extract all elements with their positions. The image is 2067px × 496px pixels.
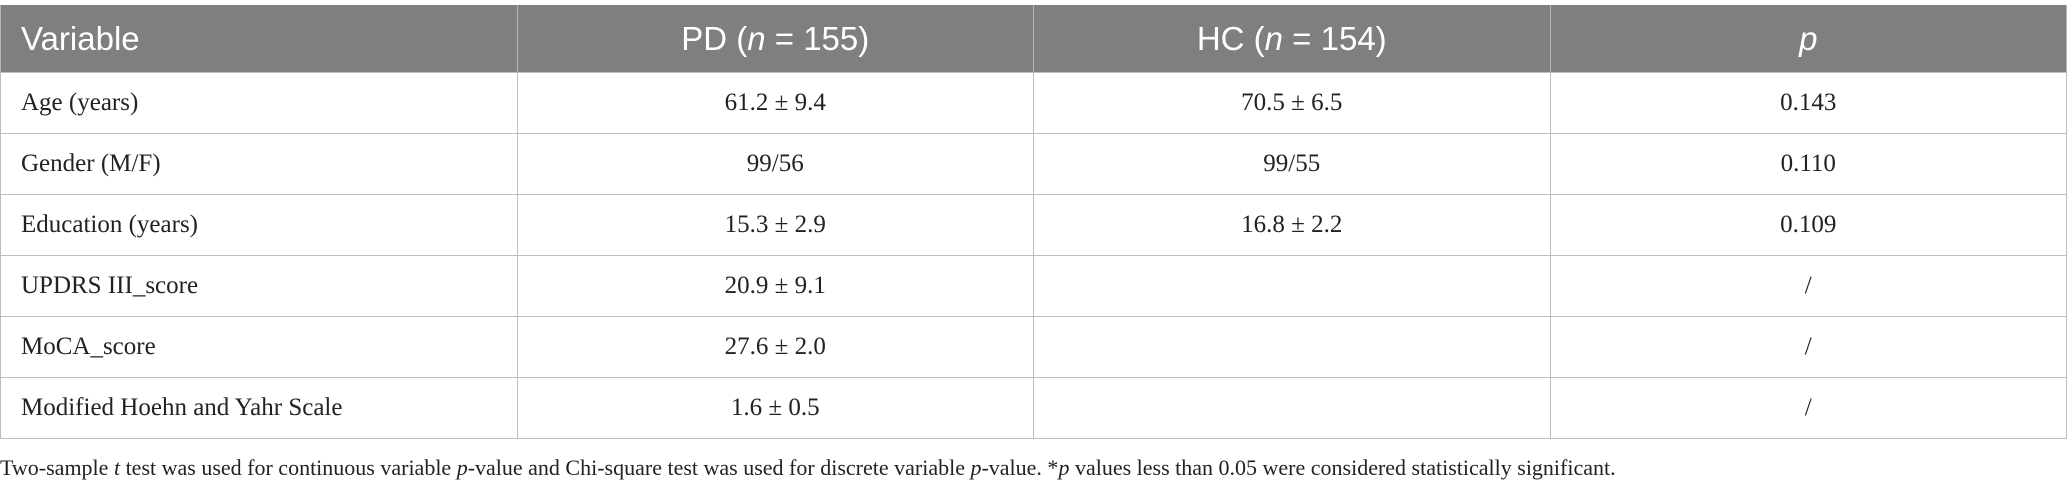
table-cell: Age (years) bbox=[0, 72, 518, 134]
table-cell: 27.6 ± 2.0 bbox=[516, 316, 1034, 378]
table-cell: 0.143 bbox=[1549, 72, 2067, 134]
table-cell: 70.5 ± 6.5 bbox=[1033, 72, 1551, 134]
text-run: p bbox=[970, 455, 982, 480]
table-header: Variable PD (n = 155) HC (n = 154) p bbox=[0, 5, 2067, 73]
table-cell: / bbox=[1549, 255, 2067, 317]
text-run: n bbox=[747, 19, 766, 57]
table-cell: UPDRS III_score bbox=[0, 255, 518, 317]
text-run: test was used for continuous variable bbox=[120, 455, 457, 480]
table-cell: 15.3 ± 2.9 bbox=[516, 194, 1034, 256]
table-row: MoCA_score 27.6 ± 2.0 / bbox=[0, 316, 2067, 378]
table-cell: MoCA_score bbox=[0, 316, 518, 378]
text-run: values less than 0.05 were considered st… bbox=[1069, 455, 1616, 480]
text-run: PD ( bbox=[681, 19, 748, 57]
table-row: Age (years) 61.2 ± 9.4 70.5 ± 6.5 0.143 bbox=[0, 72, 2067, 134]
table-cell bbox=[1033, 377, 1551, 439]
table-body: Age (years) 61.2 ± 9.4 70.5 ± 6.5 0.143 Gend… bbox=[0, 72, 2067, 439]
header-cell: PD (n = 155) bbox=[516, 5, 1034, 73]
table-cell: 1.6 ± 0.5 bbox=[516, 377, 1034, 439]
table-cell: 16.8 ± 2.2 bbox=[1033, 194, 1551, 256]
text-run: -value. * bbox=[981, 455, 1059, 480]
text-run: p bbox=[456, 455, 468, 480]
data-table: Variable PD (n = 155) HC (n = 154) p Age (y… bbox=[0, 5, 2067, 439]
table-row: UPDRS III_score 20.9 ± 9.1 / bbox=[0, 255, 2067, 317]
header-row: Variable PD (n = 155) HC (n = 154) p bbox=[0, 5, 2067, 73]
table-cell: / bbox=[1549, 377, 2067, 439]
header-cell: p bbox=[1549, 5, 2067, 73]
table-cell bbox=[1033, 255, 1551, 317]
header-cell: HC (n = 154) bbox=[1033, 5, 1551, 73]
table-cell: 0.110 bbox=[1549, 133, 2067, 195]
table-cell: 20.9 ± 9.1 bbox=[516, 255, 1034, 317]
table-cell bbox=[1033, 316, 1551, 378]
table-row: Gender (M/F) 99/56 99/55 0.110 bbox=[0, 133, 2067, 195]
table-cell: Gender (M/F) bbox=[0, 133, 518, 195]
text-run: HC ( bbox=[1196, 19, 1265, 57]
table-cell: Modified Hoehn and Yahr Scale bbox=[0, 377, 518, 439]
text-run: p bbox=[1058, 455, 1070, 480]
text-run: p bbox=[1799, 19, 1818, 57]
footnote: Two-sample t test was used for continuou… bbox=[0, 455, 1616, 481]
table-cell: 99/55 bbox=[1033, 133, 1551, 195]
text-run: n bbox=[1264, 19, 1283, 57]
table-cell: 99/56 bbox=[516, 133, 1034, 195]
table-row: Modified Hoehn and Yahr Scale 1.6 ± 0.5 / bbox=[0, 377, 2067, 439]
header-cell: Variable bbox=[0, 5, 518, 73]
table-cell: / bbox=[1549, 316, 2067, 378]
text-run: = 155) bbox=[765, 19, 870, 57]
text-run: Variable bbox=[21, 19, 140, 57]
text-run: Two-sample bbox=[0, 455, 114, 480]
text-run: t bbox=[113, 455, 121, 480]
text-run: = 154) bbox=[1283, 19, 1387, 57]
table-cell: 61.2 ± 9.4 bbox=[516, 72, 1034, 134]
table-cell: Education (years) bbox=[0, 194, 518, 256]
table-cell: 0.109 bbox=[1549, 194, 2067, 256]
text-run: -value and Chi-square test was used for … bbox=[467, 455, 971, 480]
table-row: Education (years) 15.3 ± 2.9 16.8 ± 2.2 0.1… bbox=[0, 194, 2067, 256]
